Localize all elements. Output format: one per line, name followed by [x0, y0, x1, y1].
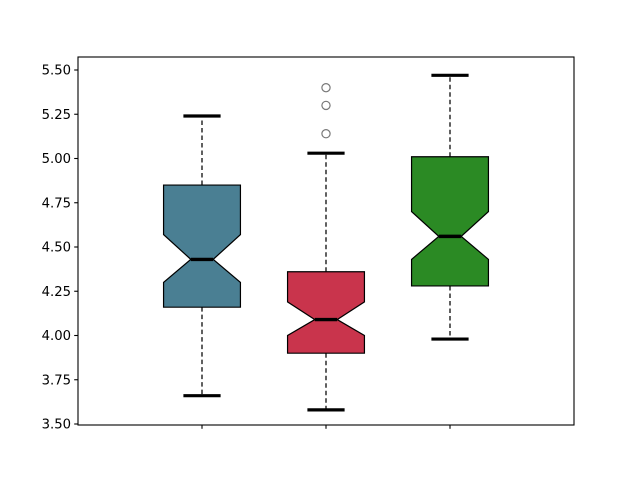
y-tick-label: 4.50: [42, 241, 71, 256]
x-axis: [201, 425, 451, 429]
y-tick-label: 4.25: [42, 285, 71, 300]
outlier-point[interactable]: [321, 82, 331, 93]
y-tick-label: 4.00: [42, 329, 71, 344]
y-tick-label: 5.25: [42, 108, 71, 123]
y-tick-label: 5.00: [42, 152, 71, 167]
y-tick-label: 4.75: [42, 196, 71, 211]
y-axis: 3.50 3.75 4.00 4.25 4.50 4.75 5.00 5.25 5.50: [42, 64, 78, 433]
box-body[interactable]: [286, 271, 366, 354]
box-body[interactable]: [162, 184, 242, 308]
outlier-point[interactable]: [321, 129, 331, 139]
y-tick-label: 3.75: [42, 373, 71, 388]
box-body[interactable]: [410, 156, 490, 287]
outlier-point[interactable]: [321, 100, 331, 111]
y-tick-label: 5.50: [42, 64, 71, 79]
boxplot-box-3[interactable]: [410, 73, 490, 341]
y-tick-label: 3.50: [42, 418, 71, 433]
boxplot-box-1[interactable]: [162, 114, 242, 398]
boxplot-box-2[interactable]: [286, 82, 366, 412]
